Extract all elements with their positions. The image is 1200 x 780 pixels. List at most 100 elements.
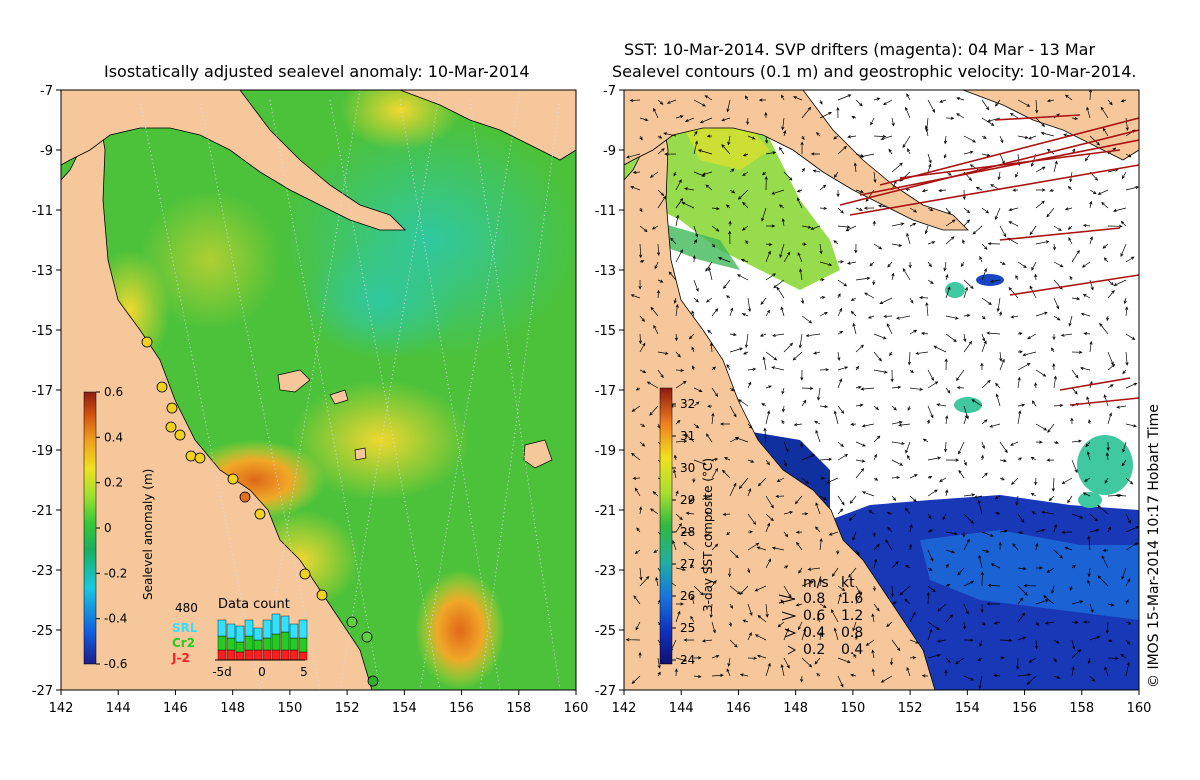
velocity-legend: m/s kt 0.8 1.60.6 1.20.4 0.80.2 0.4	[778, 575, 863, 658]
velocity-arrow	[1082, 294, 1091, 299]
velocity-arrow	[836, 549, 840, 555]
velocity-arrow	[639, 567, 643, 581]
velocity-arrow	[655, 576, 659, 587]
sst-colorbar: 32 31 30 29 28 27 26 25 24 3-day SST composite (…	[659, 387, 715, 667]
velocity-arrow	[993, 673, 1001, 678]
velocity-arrow	[852, 621, 857, 632]
velocity-arrow	[963, 513, 974, 524]
velocity-arrow	[845, 225, 857, 232]
velocity-arrow	[831, 567, 839, 577]
velocity-arrow	[649, 171, 659, 178]
sst-cool-region	[920, 530, 1139, 620]
velocity-arrow	[891, 272, 895, 281]
velocity-arrow	[837, 293, 841, 299]
velocity-arrow	[854, 243, 858, 254]
velocity-arrow	[891, 162, 903, 173]
velocity-arrow	[638, 651, 642, 659]
velocity-arrow	[720, 422, 731, 426]
velocity-arrow	[783, 565, 789, 569]
velocity-arrow	[1035, 369, 1047, 377]
velocity-arrow	[747, 542, 760, 551]
velocity-arrow	[727, 135, 731, 146]
velocity-arrow	[744, 95, 749, 101]
velocity-arrow	[909, 222, 917, 227]
velocity-arrow	[963, 279, 974, 290]
velocity-arrow	[868, 510, 875, 515]
velocity-arrow	[886, 621, 893, 628]
sst-colorbar-ramp	[659, 387, 673, 665]
velocity-legend-arrow	[784, 628, 797, 638]
velocity-arrow	[1071, 649, 1082, 659]
velocity-arrow	[693, 423, 700, 429]
sst-y-axis: -7 -9 -11 -13 -15 -17 -19 -21 -23 -25 -27	[595, 84, 624, 699]
velocity-arrow	[765, 513, 774, 522]
velocity-arrow	[781, 117, 785, 131]
velocity-arrow	[697, 149, 713, 155]
velocity-arrow	[880, 675, 893, 683]
velocity-arrow	[685, 511, 695, 515]
velocity-arrow	[783, 171, 793, 181]
velocity-arrow	[721, 144, 731, 155]
sla-y-tick-label: -9	[40, 144, 53, 159]
velocity-arrow	[1089, 635, 1101, 641]
velocity-arrow	[833, 135, 839, 140]
velocity-arrow	[801, 135, 805, 141]
velocity-arrow	[691, 595, 695, 605]
velocity-arrow	[1053, 440, 1060, 444]
velocity-arrow	[936, 639, 947, 643]
velocity-arrow	[1017, 363, 1031, 371]
velocity-arrow	[939, 99, 947, 103]
velocity-legend-kt: 0.8	[841, 625, 863, 641]
velocity-arrow	[796, 189, 803, 193]
velocity-arrow	[909, 387, 924, 391]
velocity-arrow	[675, 249, 683, 263]
velocity-arrow	[907, 351, 912, 366]
velocity-arrow	[673, 454, 678, 461]
velocity-arrow	[978, 554, 983, 569]
velocity-arrow	[850, 422, 857, 426]
velocity-arrow	[711, 206, 720, 211]
velocity-arrow	[651, 225, 659, 230]
sst-colorbar-tick-label: 32	[680, 397, 695, 411]
velocity-arrow	[663, 132, 677, 137]
velocity-arrow	[801, 315, 813, 324]
velocity-arrow	[1071, 116, 1079, 121]
velocity-arrow	[865, 639, 875, 646]
sst-y-tick-label: -7	[603, 84, 616, 99]
velocity-arrow	[891, 385, 902, 389]
velocity-arrow	[1031, 400, 1037, 407]
velocity-arrow	[700, 566, 713, 570]
velocity-arrow	[886, 511, 893, 515]
velocity-arrow	[771, 366, 785, 371]
velocity-arrow	[1017, 636, 1027, 641]
velocity-arrow	[729, 549, 739, 559]
velocity-arrow	[956, 386, 965, 390]
velocity-arrow	[796, 541, 803, 551]
velocity-arrow	[1081, 261, 1091, 268]
velocity-arrow	[793, 423, 803, 427]
sst-colorbar-tick-label: 29	[680, 493, 695, 507]
velocity-arrow	[1122, 441, 1127, 453]
velocity-arrow	[871, 649, 875, 659]
velocity-arrow	[1067, 186, 1073, 191]
velocity-arrow	[639, 243, 643, 259]
velocity-arrow	[1053, 639, 1060, 644]
velocity-arrow	[707, 404, 713, 408]
velocity-arrow	[693, 239, 698, 245]
velocity-legend-kt: 1.2	[841, 608, 863, 624]
velocity-arrow	[980, 571, 984, 587]
velocity-arrow	[742, 201, 749, 209]
data-count-bar-j2	[271, 649, 281, 661]
velocity-arrow	[869, 261, 875, 267]
velocity-arrow	[867, 315, 875, 319]
velocity-arrow	[998, 541, 1002, 551]
velocity-arrow	[675, 439, 688, 443]
data-count-legend-cr2: Cr2	[172, 636, 195, 650]
velocity-arrow	[1017, 597, 1024, 605]
velocity-arrow	[927, 628, 933, 641]
velocity-arrow	[1103, 394, 1109, 407]
velocity-arrow	[810, 225, 821, 230]
sla-x-tick-label: 160	[564, 701, 589, 716]
data-count-bar-srl	[298, 619, 308, 639]
velocity-arrow	[1086, 451, 1091, 461]
